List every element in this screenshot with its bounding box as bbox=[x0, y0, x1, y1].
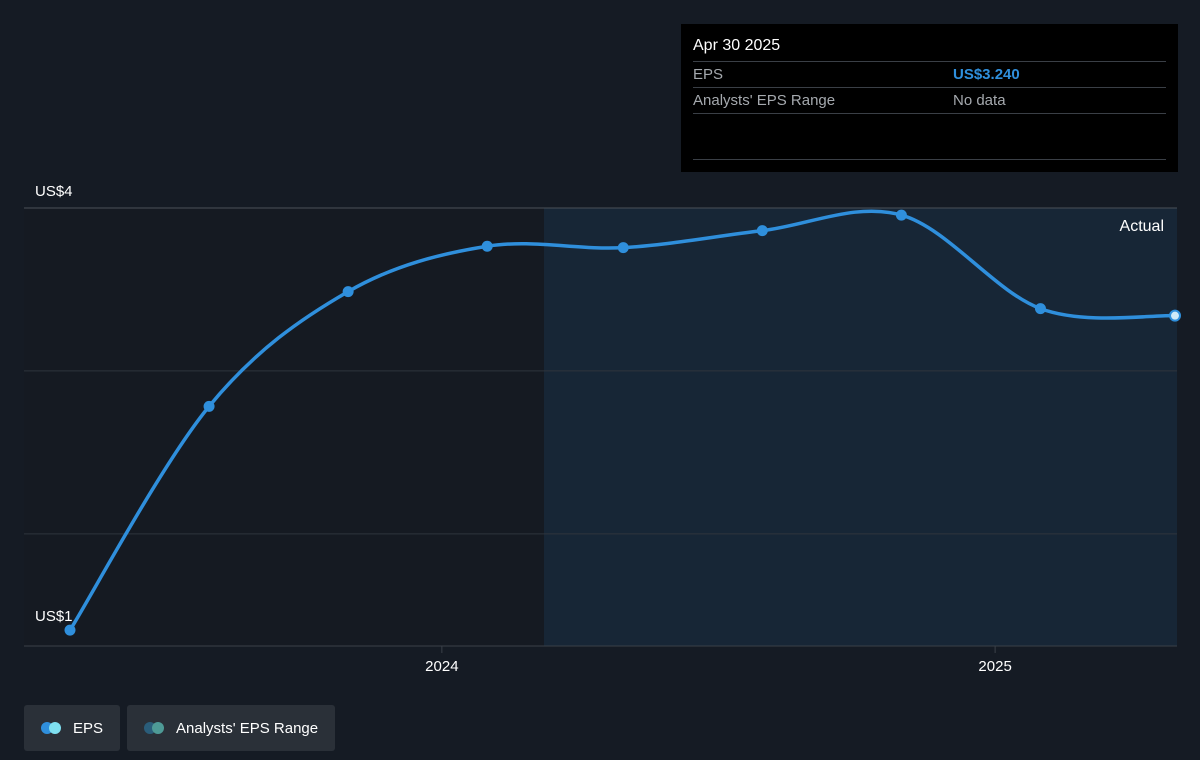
y-tick-label: US$1 bbox=[35, 608, 73, 625]
x-tick-label: 2024 bbox=[425, 658, 458, 675]
tooltip: Apr 30 2025 EPS US$3.240 Analysts' EPS R… bbox=[681, 24, 1178, 172]
eps-data-point[interactable] bbox=[342, 286, 354, 298]
tooltip-range-label: Analysts' EPS Range bbox=[693, 92, 836, 109]
tooltip-range-value: No data bbox=[953, 92, 1006, 109]
legend-eps-label: EPS bbox=[73, 719, 104, 737]
legend-range-dot-b bbox=[152, 722, 165, 734]
tooltip-divider bbox=[693, 159, 1166, 160]
legend-range-label: Analysts' EPS Range bbox=[176, 719, 319, 737]
eps-data-point[interactable] bbox=[617, 242, 629, 254]
eps-data-point[interactable] bbox=[481, 240, 493, 252]
legend-item-eps[interactable]: EPS bbox=[24, 705, 121, 751]
legend-range-icon bbox=[144, 722, 165, 734]
tooltip-row-eps: EPS US$3.240 bbox=[693, 62, 1166, 88]
x-tick-label: 2025 bbox=[978, 658, 1011, 675]
legend-eps-dot-b bbox=[49, 722, 61, 734]
eps-data-point[interactable] bbox=[756, 225, 768, 237]
eps-data-point[interactable] bbox=[203, 400, 215, 412]
eps-data-point[interactable] bbox=[1034, 303, 1046, 315]
actual-region-background bbox=[544, 208, 1177, 646]
tooltip-eps-value: US$3.240 bbox=[953, 66, 1020, 83]
past-region-background bbox=[24, 208, 544, 646]
tooltip-eps-label: EPS bbox=[693, 66, 724, 83]
legend-eps-icon bbox=[41, 722, 61, 734]
legend: EPS Analysts' EPS Range bbox=[24, 705, 336, 751]
eps-data-point[interactable] bbox=[64, 624, 76, 636]
eps-data-point[interactable] bbox=[1169, 309, 1181, 322]
y-tick-label: US$4 bbox=[35, 183, 73, 200]
tooltip-date: Apr 30 2025 bbox=[693, 37, 1166, 62]
eps-data-point[interactable] bbox=[895, 209, 907, 221]
legend-item-eps-range[interactable]: Analysts' EPS Range bbox=[127, 705, 336, 751]
actual-region-label: Actual bbox=[1120, 218, 1164, 235]
tooltip-row-range: Analysts' EPS Range No data bbox=[693, 88, 1166, 114]
eps-series-line bbox=[68, 209, 1176, 632]
